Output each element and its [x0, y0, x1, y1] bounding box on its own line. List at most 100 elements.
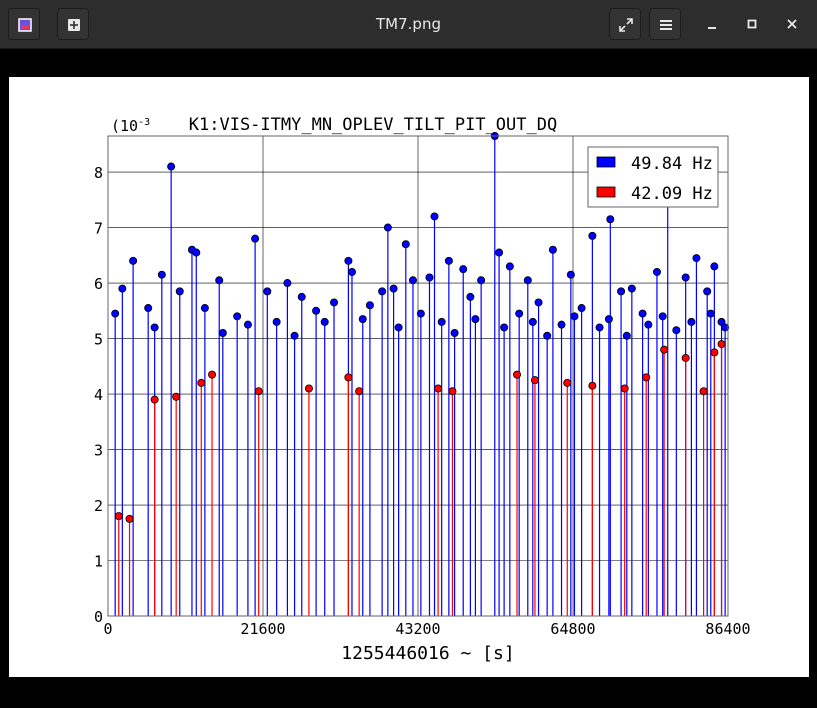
blue-series-point [638, 309, 647, 318]
blue-series-point [408, 276, 417, 285]
y-tick-label: 8 [94, 164, 103, 182]
red-series-point [434, 384, 443, 393]
red-series-point [588, 381, 597, 390]
blue-series-point [444, 256, 453, 265]
blue-series-point [604, 315, 613, 324]
plot-frame [107, 135, 729, 617]
blue-series-point [283, 279, 292, 288]
close-button[interactable] [780, 12, 804, 36]
blue-series-point [312, 306, 321, 315]
blue-series-point [477, 276, 486, 285]
red-series-point [125, 514, 134, 523]
x-tick-labels: 0 21600 43200 64800 86400 [103, 620, 750, 638]
blue-series-point [425, 273, 434, 282]
blue-series-point [347, 267, 356, 276]
blue-series-point [500, 323, 509, 332]
blue-series-point [606, 215, 615, 224]
fullscreen-button[interactable] [609, 8, 641, 40]
chart-title: K1:VIS-ITMY_MN_OPLEV_TILT_PIT_OUT_DQ [189, 115, 557, 135]
blue-series-point [692, 254, 701, 263]
x-tick-label: 64800 [550, 620, 595, 638]
blue-series-point [710, 262, 719, 271]
blue-series-point [290, 331, 299, 340]
hamburger-menu-icon [660, 20, 672, 30]
blue-series-point [595, 323, 604, 332]
blue-series-point [658, 312, 667, 321]
blue-series-point [389, 284, 398, 293]
app-menu-button[interactable] [8, 8, 40, 40]
blue-series-point [495, 248, 504, 257]
red-series-point [304, 384, 313, 393]
x-tick-label: 43200 [395, 620, 440, 638]
blue-series-point [394, 323, 403, 332]
blue-series-point [297, 292, 306, 301]
red-series-point [699, 387, 708, 396]
blue-series-point [588, 231, 597, 240]
red-series-point [197, 378, 206, 387]
red-series-point [660, 345, 669, 354]
legend: 49.84 Hz 42.09 Hz [587, 146, 719, 208]
blue-series-point [466, 292, 475, 301]
blue-series-point [652, 267, 661, 276]
red-series-point [344, 373, 353, 382]
close-icon [787, 19, 797, 29]
blue-series-point [111, 309, 120, 318]
blue-series-point [528, 317, 537, 326]
x-tick-label: 0 [103, 620, 112, 638]
blue-series-point [263, 287, 272, 296]
image-viewport[interactable]: 0 1 2 3 4 5 6 7 8 0 21600 43200 64800 86400 K1:VIS-I… [0, 49, 817, 708]
menu-button[interactable] [649, 8, 681, 40]
blue-series-point [430, 212, 439, 221]
blue-series-point [175, 287, 184, 296]
red-series-point [448, 387, 457, 396]
x-tick-label: 21600 [240, 620, 285, 638]
blue-series-point [687, 317, 696, 326]
blue-series-point [515, 309, 524, 318]
minimize-button[interactable] [700, 12, 724, 36]
red-series-point [114, 512, 123, 521]
blue-series-point [617, 287, 626, 296]
blue-series-point [192, 248, 201, 257]
blue-series-point [365, 301, 374, 310]
blue-series-point [437, 317, 446, 326]
blue-series-point [505, 262, 514, 271]
blue-series-point [344, 256, 353, 265]
image-viewer-icon [18, 18, 32, 32]
blue-series-point [523, 276, 532, 285]
blue-series-point [681, 273, 690, 282]
series-blue [111, 132, 730, 616]
new-tab-icon [68, 19, 80, 31]
blue-series-point [144, 304, 153, 313]
blue-series-point [272, 317, 281, 326]
window-title: TM7.png [376, 15, 441, 33]
y-tick-labels: 0 1 2 3 4 5 6 7 8 [94, 164, 103, 626]
red-series-point [355, 387, 364, 396]
new-tab-button[interactable] [57, 8, 89, 40]
minimize-icon [708, 27, 716, 29]
red-series-point [563, 378, 572, 387]
blue-series-point [150, 323, 159, 332]
red-series-point [254, 387, 263, 396]
y-multiplier-label: (10-3 [111, 117, 150, 135]
x-tick-label: 86400 [705, 620, 750, 638]
blue-series-point [627, 284, 636, 293]
red-series-point [513, 370, 522, 379]
blue-series-point [215, 276, 224, 285]
blue-series-point [717, 317, 726, 326]
blue-series-point [566, 270, 575, 279]
blue-series-point [358, 315, 367, 324]
blue-series-point [534, 298, 543, 307]
maximize-button[interactable] [740, 12, 764, 36]
blue-series-point [401, 240, 410, 249]
blue-series-point [721, 323, 730, 332]
red-series-point [620, 384, 629, 393]
y-tick-label: 3 [94, 442, 103, 460]
blue-series-point [378, 287, 387, 296]
red-series-point [530, 376, 539, 385]
blue-series-point [672, 326, 681, 335]
y-tick-label: 5 [94, 331, 103, 349]
blue-series-point [416, 309, 425, 318]
blue-series-point [243, 320, 252, 329]
image-canvas: 0 1 2 3 4 5 6 7 8 0 21600 43200 64800 86400 K1:VIS-I… [9, 77, 809, 677]
